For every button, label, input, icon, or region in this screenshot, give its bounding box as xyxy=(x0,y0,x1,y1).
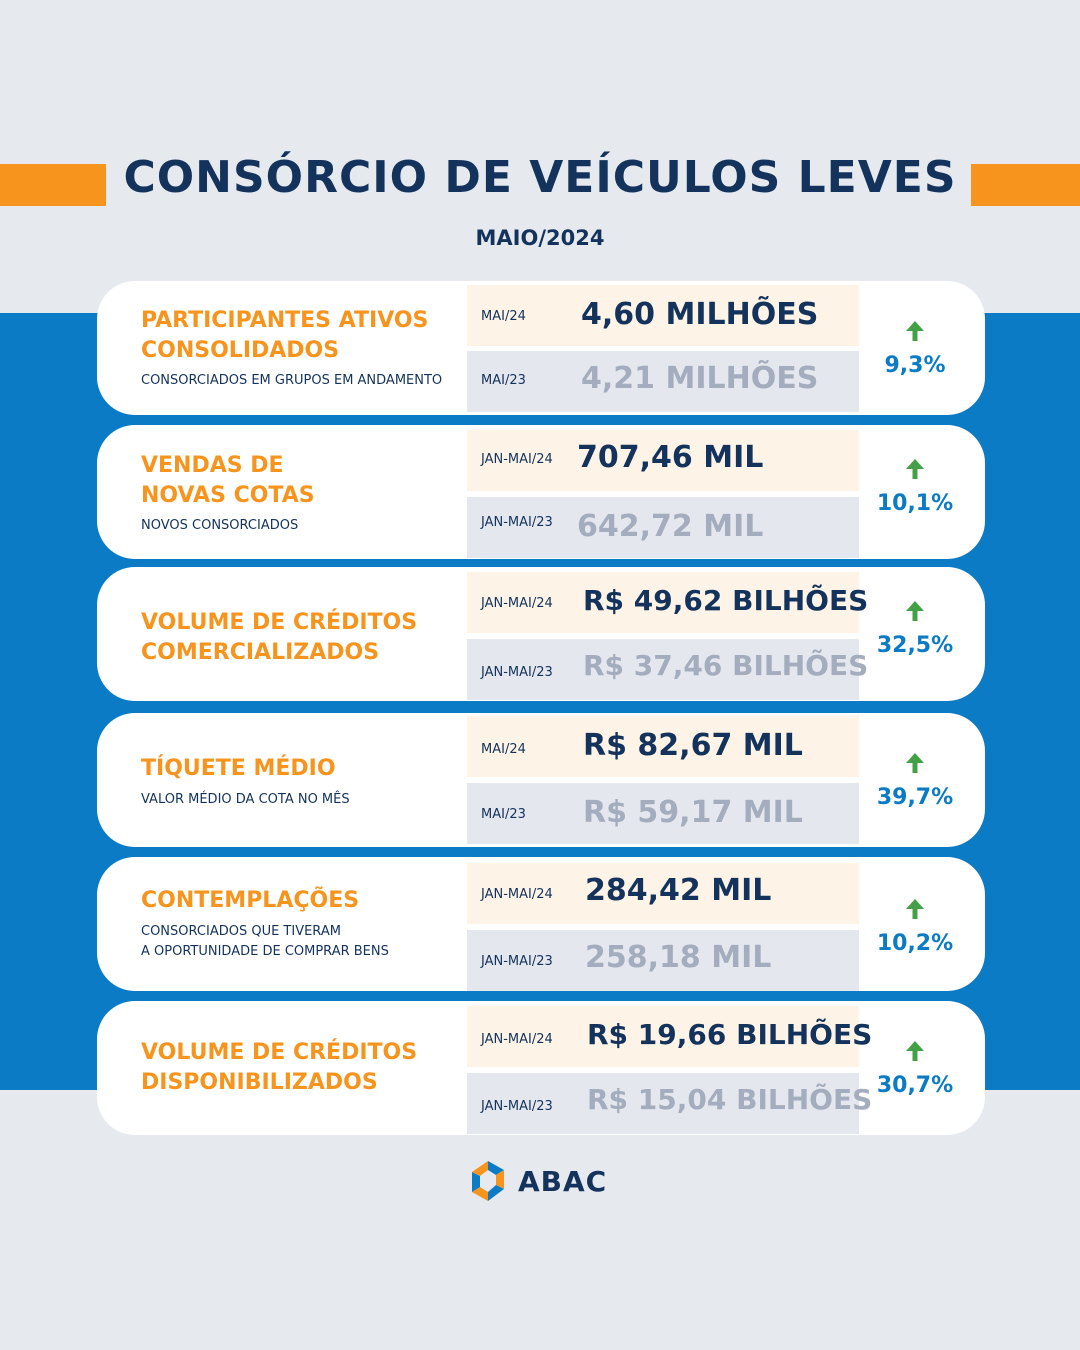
arrow-up-icon xyxy=(906,899,924,919)
current-value: R$ 82,67 MIL xyxy=(583,728,803,763)
abac-logo-icon xyxy=(472,1161,504,1201)
current-period-row: MAI/24 4,60 MILHÕES xyxy=(467,285,859,346)
card-title: PARTICIPANTES ATIVOS CONSOLIDADOS xyxy=(141,308,429,363)
arrow-up-icon xyxy=(906,321,924,341)
stat-card-tiquete-medio: TÍQUETE MÉDIO VALOR MÉDIO DA COTA NO MÊS… xyxy=(97,713,985,847)
abac-logo: ABAC xyxy=(466,1158,607,1204)
change-percent: 9,3% xyxy=(884,353,946,378)
stat-card-creditos-disponibilizados: VOLUME DE CRÉDITOS DISPONIBILIZADOS JAN-… xyxy=(97,1001,985,1135)
current-value: 284,42 MIL xyxy=(585,873,772,908)
stat-card-participantes: PARTICIPANTES ATIVOS CONSOLIDADOS CONSOR… xyxy=(97,281,985,415)
card-description: NOVOS CONSORCIADOS xyxy=(141,518,299,533)
previous-value: 258,18 MIL xyxy=(585,940,772,975)
change-indicator: 32,5% xyxy=(867,599,963,658)
current-period-label: JAN-MAI/24 xyxy=(481,596,553,611)
change-indicator: 39,7% xyxy=(867,751,963,810)
card-description: VALOR MÉDIO DA COTA NO MÊS xyxy=(141,792,350,807)
page-subtitle: MAIO/2024 xyxy=(475,226,605,250)
logo-text: ABAC xyxy=(518,1164,608,1198)
card-description: CONSORCIADOS EM GRUPOS EM ANDAMENTO xyxy=(141,373,443,388)
card-description: CONSORCIADOS QUE TIVERAM A OPORTUNIDADE … xyxy=(141,924,389,959)
previous-value: R$ 59,17 MIL xyxy=(583,795,803,830)
change-percent: 30,7% xyxy=(876,1073,954,1098)
current-period-row: JAN-MAI/24 284,42 MIL xyxy=(467,863,859,924)
previous-value: 642,72 MIL xyxy=(577,509,764,544)
card-title: CONTEMPLAÇÕES xyxy=(141,888,360,913)
card-title: VOLUME DE CRÉDITOS DISPONIBILIZADOS xyxy=(141,1040,418,1095)
current-period-row: JAN-MAI/24 R$ 19,66 BILHÕES xyxy=(467,1006,872,1067)
change-percent: 32,5% xyxy=(876,633,954,658)
previous-period-row: JAN-MAI/23 258,18 MIL xyxy=(467,930,859,991)
previous-period-label: MAI/23 xyxy=(481,373,526,388)
previous-period-row: MAI/23 4,21 MILHÕES xyxy=(467,351,859,412)
current-period-row: MAI/24 R$ 82,67 MIL xyxy=(467,716,859,777)
card-title: VOLUME DE CRÉDITOS COMERCIALIZADOS xyxy=(141,610,418,665)
previous-period-row: MAI/23 R$ 59,17 MIL xyxy=(467,783,859,844)
change-indicator: 9,3% xyxy=(867,319,963,378)
stat-card-contemplacoes: CONTEMPLAÇÕES CONSORCIADOS QUE TIVERAM A… xyxy=(97,857,985,991)
change-percent: 10,2% xyxy=(876,931,954,956)
current-value: 707,46 MIL xyxy=(577,440,764,475)
accent-bar-left xyxy=(0,164,106,206)
previous-value: 4,21 MILHÕES xyxy=(581,361,819,396)
stat-card-vendas: VENDAS DE NOVAS COTAS NOVOS CONSORCIADOS… xyxy=(97,425,985,559)
current-period-label: JAN-MAI/24 xyxy=(481,887,553,902)
page-title: CONSÓRCIO DE VEÍCULOS LEVES xyxy=(123,152,957,203)
current-period-row: JAN-MAI/24 R$ 49,62 BILHÕES xyxy=(467,572,868,633)
current-period-label: MAI/24 xyxy=(481,742,526,757)
previous-value: R$ 15,04 BILHÕES xyxy=(587,1083,873,1116)
previous-period-row: JAN-MAI/23 R$ 15,04 BILHÕES xyxy=(467,1073,872,1134)
change-percent: 39,7% xyxy=(876,785,954,810)
arrow-up-icon xyxy=(906,459,924,479)
previous-period-label: JAN-MAI/23 xyxy=(481,515,553,530)
previous-period-label: JAN-MAI/23 xyxy=(481,665,553,680)
accent-bar-right xyxy=(971,164,1080,206)
arrow-up-icon xyxy=(906,601,924,621)
card-title: VENDAS DE NOVAS COTAS xyxy=(141,453,315,508)
current-period-label: JAN-MAI/24 xyxy=(481,1032,553,1047)
current-period-row: JAN-MAI/24 707,46 MIL xyxy=(467,430,859,491)
current-period-label: MAI/24 xyxy=(481,309,526,324)
previous-value: R$ 37,46 BILHÕES xyxy=(583,649,869,682)
current-value: R$ 49,62 BILHÕES xyxy=(583,584,869,617)
previous-period-label: MAI/23 xyxy=(481,807,526,822)
change-indicator: 10,1% xyxy=(867,457,963,516)
arrow-up-icon xyxy=(906,1041,924,1061)
change-indicator: 10,2% xyxy=(867,897,963,956)
current-period-label: JAN-MAI/24 xyxy=(481,452,553,467)
stat-card-creditos-comercializados: VOLUME DE CRÉDITOS COMERCIALIZADOS JAN-M… xyxy=(97,567,985,701)
change-indicator: 30,7% xyxy=(867,1039,963,1098)
previous-period-row: JAN-MAI/23 R$ 37,46 BILHÕES xyxy=(467,639,868,700)
current-value: 4,60 MILHÕES xyxy=(581,297,819,332)
current-value: R$ 19,66 BILHÕES xyxy=(587,1018,873,1051)
previous-period-label: JAN-MAI/23 xyxy=(481,954,553,969)
card-title: TÍQUETE MÉDIO xyxy=(141,756,336,781)
previous-period-row: JAN-MAI/23 642,72 MIL xyxy=(467,497,859,558)
arrow-up-icon xyxy=(906,753,924,773)
change-percent: 10,1% xyxy=(876,491,954,516)
previous-period-label: JAN-MAI/23 xyxy=(481,1099,553,1114)
